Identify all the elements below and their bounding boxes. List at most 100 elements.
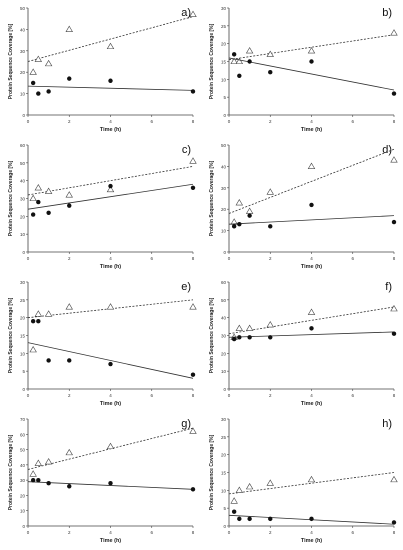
y-tick-label: 0 <box>223 387 226 392</box>
panel-label: h) <box>382 418 392 430</box>
data-point-filled-circle <box>231 52 237 57</box>
trendline-dashed <box>228 472 395 495</box>
y-tick-label: 25 <box>221 435 227 440</box>
trendline-solid <box>228 331 395 338</box>
x-tick-label: 0 <box>27 256 30 261</box>
x-tick-label: 2 <box>68 530 71 535</box>
y-tick-label: 10 <box>221 488 227 493</box>
data-point-open-triangle <box>189 157 197 164</box>
data-point-open-triangle <box>29 194 37 202</box>
x-axis-label: Time (h) <box>100 127 121 133</box>
data-point-open-triangle <box>390 475 398 483</box>
panel-label: g) <box>181 418 191 430</box>
x-tick-label: 0 <box>27 530 30 535</box>
x-tick-label: 4 <box>109 256 112 261</box>
x-tick-label: 8 <box>192 256 195 261</box>
y-tick-label: 30 <box>221 6 227 11</box>
data-point-open-triangle <box>189 10 197 17</box>
data-point-open-triangle <box>390 304 398 312</box>
data-point-filled-circle <box>237 335 242 340</box>
y-tick-label: 20 <box>20 493 26 498</box>
y-tick-label: 20 <box>221 42 227 47</box>
data-point-open-triangle <box>266 479 274 486</box>
y-tick-label: 20 <box>221 207 227 212</box>
chart-panel-4: 0 10 20 30 40 50 0 2 4 6 8 Time (h) Protein Sequence… <box>209 143 398 270</box>
y-tick-label: 0 <box>22 250 25 255</box>
chart-panel-7: 0 10 20 30 40 50 60 70 0 2 4 6 8 Time (h) Protein Sequ… <box>8 417 197 544</box>
y-tick-label: 0 <box>223 113 226 118</box>
x-tick-label: 4 <box>310 393 313 398</box>
x-tick-label: 2 <box>269 530 272 535</box>
x-tick-label: 0 <box>228 119 231 124</box>
data-point-open-triangle <box>189 427 197 434</box>
data-point-filled-circle <box>108 481 113 486</box>
x-axis-label: Time (h) <box>100 264 121 270</box>
chart-panel-3: 0 10 20 30 40 50 60 0 2 4 6 8 Time (h) Protein Sequen… <box>8 143 197 270</box>
y-axis-label: Protein Sequence Coverage [%] <box>209 297 215 373</box>
data-point-open-triangle <box>245 47 254 54</box>
data-point-open-triangle <box>65 448 73 456</box>
y-tick-label: 10 <box>20 351 26 356</box>
y-tick-label: 20 <box>221 453 227 458</box>
y-tick-label: 30 <box>20 478 26 483</box>
y-tick-label: 40 <box>20 27 26 32</box>
data-point-filled-circle <box>309 59 314 64</box>
y-tick-label: 30 <box>221 417 227 422</box>
data-point-filled-circle <box>309 326 314 331</box>
x-tick-label: 4 <box>109 393 112 398</box>
data-point-filled-circle <box>391 331 397 336</box>
data-point-filled-circle <box>237 516 242 522</box>
y-tick-label: 50 <box>20 161 26 166</box>
y-tick-label: 10 <box>20 232 26 237</box>
y-tick-label: 10 <box>221 77 227 82</box>
data-point-open-triangle <box>29 470 37 477</box>
data-point-open-triangle <box>29 68 37 75</box>
panel-label: f) <box>385 281 392 293</box>
y-tick-label: 30 <box>20 49 26 54</box>
data-point-open-triangle <box>189 303 197 310</box>
y-tick-label: 5 <box>223 95 226 100</box>
y-tick-label: 40 <box>221 316 227 321</box>
x-tick-label: 6 <box>150 530 153 535</box>
data-point-open-triangle <box>106 185 115 193</box>
data-point-filled-circle <box>46 210 51 215</box>
data-point-filled-circle <box>231 224 237 229</box>
chart-panel-6: 0 10 20 30 40 50 60 0 2 4 6 8 Time (h) Protein Sequen… <box>209 280 398 407</box>
x-tick-label: 0 <box>228 256 231 261</box>
y-tick-label: 20 <box>221 351 227 356</box>
data-point-filled-circle <box>268 516 273 522</box>
y-tick-label: 5 <box>223 506 226 511</box>
data-point-open-triangle <box>230 497 238 504</box>
data-point-filled-circle <box>46 89 51 94</box>
x-tick-label: 6 <box>150 119 153 124</box>
x-axis-label: Time (h) <box>301 538 322 544</box>
y-tick-label: 15 <box>221 471 227 476</box>
data-point-filled-circle <box>30 80 36 86</box>
x-axis-label: Time (h) <box>301 264 322 270</box>
data-point-filled-circle <box>67 484 72 489</box>
trendline-dashed <box>228 148 395 214</box>
x-tick-label: 2 <box>269 256 272 261</box>
x-tick-label: 6 <box>351 256 354 261</box>
y-tick-label: 30 <box>221 186 227 191</box>
y-tick-label: 20 <box>20 214 26 219</box>
x-tick-label: 0 <box>27 393 30 398</box>
x-tick-label: 2 <box>269 393 272 398</box>
data-point-open-triangle <box>65 303 73 310</box>
data-point-open-triangle <box>235 198 244 206</box>
chart-panel-8: 0 5 10 15 20 25 30 0 2 4 6 8 Time (h) Protein Sequenc… <box>209 417 398 544</box>
data-point-open-triangle <box>307 308 316 315</box>
x-tick-label: 2 <box>269 119 272 124</box>
y-tick-label: 25 <box>20 298 26 303</box>
data-point-filled-circle <box>67 76 72 81</box>
data-point-open-triangle <box>390 156 398 163</box>
data-point-open-triangle <box>106 303 115 310</box>
y-axis-label: Protein Sequence Coverage [%] <box>209 23 215 99</box>
y-tick-label: 0 <box>22 113 25 118</box>
x-tick-label: 8 <box>393 530 396 535</box>
data-point-filled-circle <box>30 319 36 324</box>
data-point-filled-circle <box>231 509 237 514</box>
y-tick-label: 0 <box>223 524 226 529</box>
y-tick-label: 10 <box>221 229 227 234</box>
data-point-open-triangle <box>235 324 244 331</box>
